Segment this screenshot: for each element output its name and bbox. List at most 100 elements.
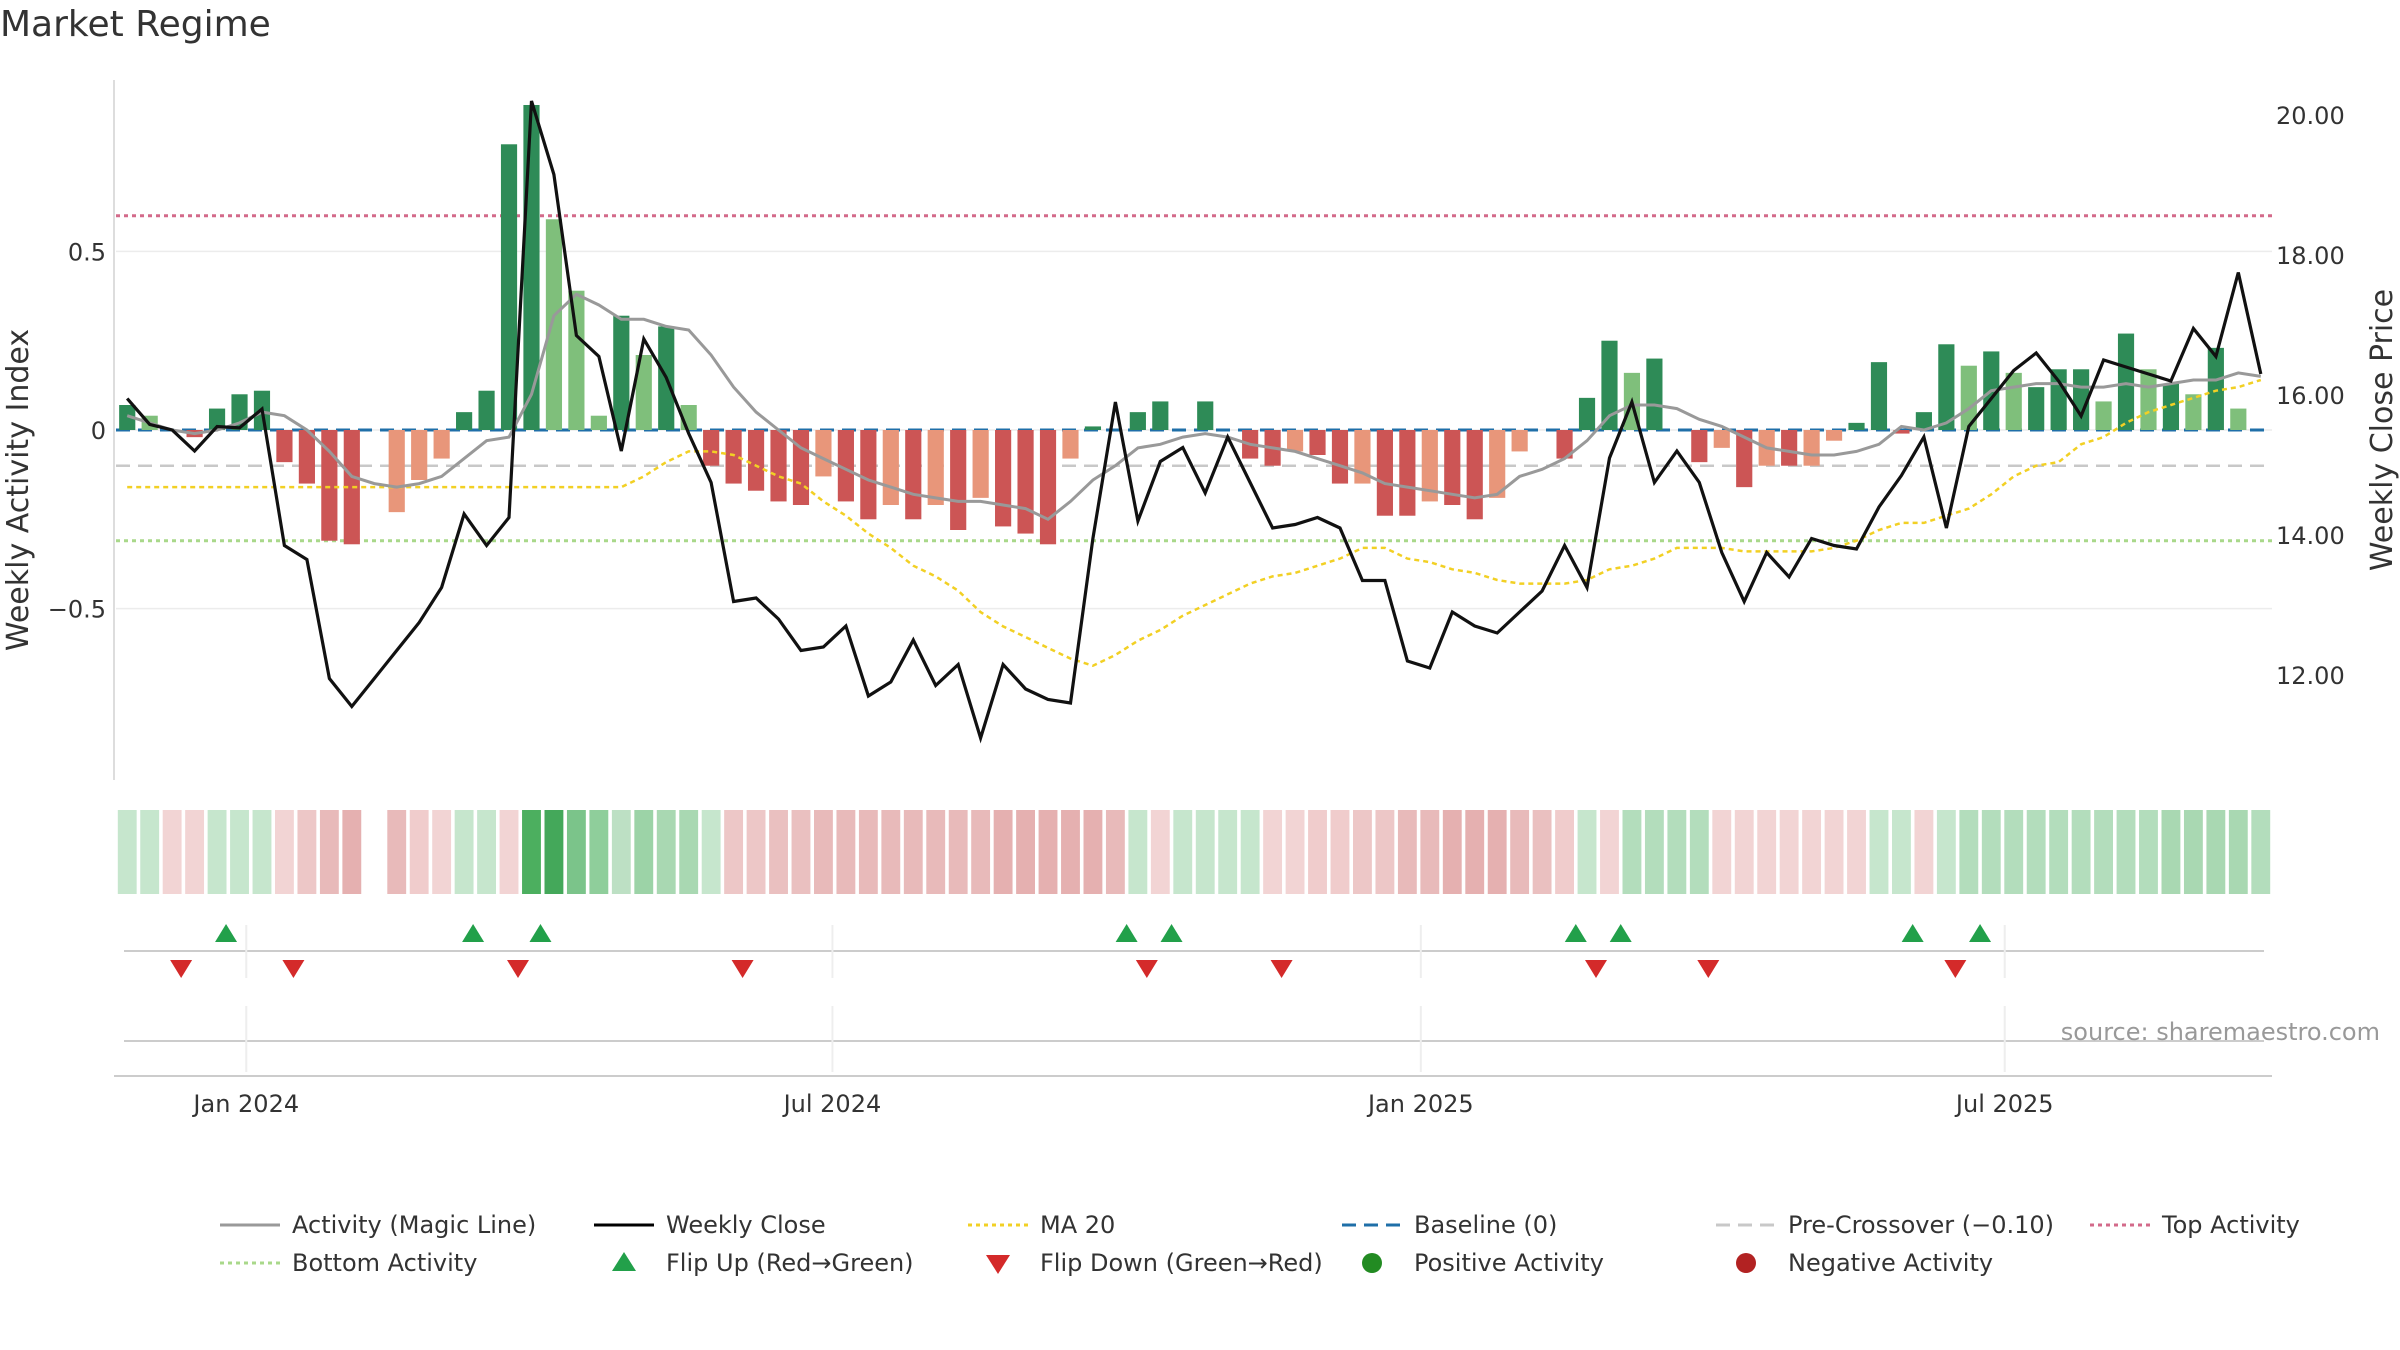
legend-swatch bbox=[986, 1255, 1010, 1274]
activity-bar bbox=[905, 430, 922, 520]
regime-cell bbox=[1330, 810, 1350, 894]
activity-bar bbox=[523, 105, 540, 430]
regime-cell bbox=[1734, 810, 1754, 894]
regime-cell bbox=[634, 810, 654, 894]
regime-cell bbox=[1644, 810, 1664, 894]
magic-line bbox=[126, 292, 2262, 522]
activity-bar bbox=[2140, 369, 2157, 430]
legend-item: Flip Up (Red→Green) bbox=[612, 1249, 914, 1277]
activity-bar bbox=[1039, 430, 1057, 545]
regime-cell bbox=[1802, 810, 1822, 894]
activity-bar bbox=[2095, 401, 2112, 430]
regime-cell bbox=[1105, 810, 1125, 894]
regime-cell bbox=[1847, 810, 1866, 894]
activity-bar bbox=[1578, 397, 1596, 430]
x-tick: Jan 2024 bbox=[191, 1090, 299, 1118]
activity-bar bbox=[1376, 430, 1393, 516]
activity-bar bbox=[2162, 383, 2180, 430]
legend-item: Bottom Activity bbox=[220, 1249, 477, 1277]
regime-cell bbox=[1218, 810, 1238, 894]
flip-down-marker bbox=[1135, 960, 1158, 978]
regime-cell bbox=[2094, 810, 2113, 894]
y-axis-label-left: Weekly Activity Index bbox=[1, 329, 36, 651]
regime-cell bbox=[971, 810, 991, 894]
regime-cell bbox=[1712, 810, 1732, 894]
regime-cell bbox=[409, 810, 429, 894]
activity-bar bbox=[995, 430, 1012, 527]
regime-cell bbox=[1600, 810, 1619, 894]
legend-label: Positive Activity bbox=[1414, 1249, 1604, 1277]
x-tick: Jul 2024 bbox=[782, 1090, 882, 1118]
regime-cell bbox=[1667, 810, 1687, 894]
activity-bar bbox=[1084, 426, 1102, 430]
regime-cell bbox=[656, 810, 676, 894]
activity-bar bbox=[613, 315, 630, 430]
y-tick-left: −0.5 bbox=[48, 596, 106, 624]
activity-bar bbox=[1646, 358, 1663, 430]
regime-cell bbox=[2026, 810, 2046, 894]
activity-bar bbox=[298, 430, 315, 484]
activity-bar bbox=[276, 430, 293, 463]
activity-bar bbox=[2005, 372, 2022, 430]
regime-cell bbox=[791, 810, 811, 894]
regime-cell bbox=[1757, 810, 1777, 894]
activity-bar bbox=[972, 430, 989, 498]
activity-bar bbox=[2207, 347, 2224, 430]
regime-cell bbox=[1240, 810, 1260, 894]
activity-bar bbox=[478, 390, 495, 430]
regime-cell bbox=[679, 810, 699, 894]
activity-bar bbox=[1511, 430, 1528, 452]
activity-bar bbox=[1960, 365, 1977, 430]
activity-bar bbox=[1444, 430, 1461, 505]
regime-cell bbox=[2161, 810, 2181, 894]
regime-cell bbox=[2004, 810, 2024, 894]
legend-item: Baseline (0) bbox=[1342, 1211, 1557, 1239]
legend-label: Negative Activity bbox=[1788, 1249, 1993, 1277]
activity-bar bbox=[1938, 344, 1955, 430]
regime-cell bbox=[2049, 810, 2069, 894]
activity-bar bbox=[1399, 430, 1416, 516]
regime-cell bbox=[2206, 810, 2226, 894]
regime-cell bbox=[342, 810, 362, 894]
legend-item: MA 20 bbox=[968, 1211, 1115, 1239]
regime-cell bbox=[566, 810, 586, 894]
regime-cell bbox=[1397, 810, 1417, 894]
regime-cell bbox=[1936, 810, 1956, 894]
activity-bar bbox=[1915, 412, 1932, 430]
legend-swatch bbox=[612, 1252, 636, 1271]
chart-title: Market Regime bbox=[0, 4, 271, 45]
regime-cell bbox=[387, 810, 407, 894]
regime-cell bbox=[432, 810, 452, 894]
regime-cell bbox=[319, 810, 339, 894]
flip-down-marker bbox=[1944, 960, 1967, 978]
legend-item: Positive Activity bbox=[1362, 1249, 1604, 1277]
activity-bar bbox=[500, 144, 518, 431]
regime-cell bbox=[230, 810, 249, 894]
regime-cell bbox=[1038, 810, 1058, 894]
regime-cell bbox=[1532, 810, 1552, 894]
regime-cell bbox=[1577, 810, 1597, 894]
activity-bar bbox=[2073, 369, 2090, 430]
activity-bar bbox=[1129, 412, 1146, 430]
regime-cell bbox=[1263, 810, 1283, 894]
regime-cell bbox=[1981, 810, 2001, 894]
activity-bar bbox=[1556, 430, 1573, 459]
regime-cell bbox=[117, 810, 137, 894]
regime-cell bbox=[1779, 810, 1799, 894]
regime-cell bbox=[611, 810, 631, 894]
legend-label: Baseline (0) bbox=[1414, 1211, 1557, 1239]
flip-up-marker bbox=[1609, 924, 1632, 942]
regime-cell bbox=[1016, 810, 1035, 894]
regime-cell bbox=[836, 810, 856, 894]
regime-cell bbox=[903, 810, 923, 894]
regime-cell bbox=[1824, 810, 1844, 894]
regime-cell bbox=[858, 810, 878, 894]
activity-bar bbox=[1331, 430, 1349, 484]
activity-bar bbox=[1713, 430, 1730, 448]
activity-bar bbox=[545, 219, 563, 430]
regime-cell bbox=[1869, 810, 1889, 894]
legend: Activity (Magic Line) Weekly Close MA 20 Ba… bbox=[220, 1211, 2300, 1277]
regime-strip bbox=[117, 810, 2271, 894]
regime-cell bbox=[769, 810, 788, 894]
